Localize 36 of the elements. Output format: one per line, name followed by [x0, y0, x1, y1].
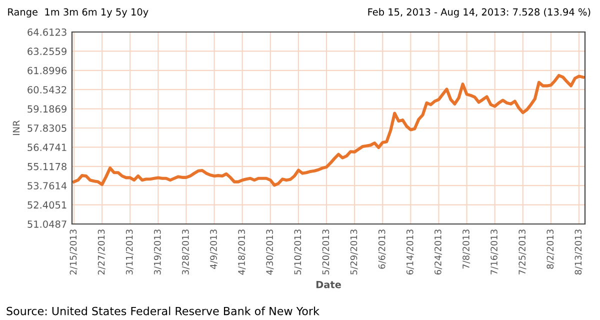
y-tick-label: 52.4051	[28, 201, 66, 209]
y-tick-label: 61.8996	[28, 66, 67, 74]
x-tick-label: 7/25/2013	[518, 230, 526, 274]
y-tick-label: 63.2559	[28, 48, 66, 56]
y-tick-label: 57.8305	[28, 124, 66, 132]
x-tick-label: 4/18/2013	[238, 230, 246, 275]
x-tick-label: 5/20/2013	[322, 230, 330, 274]
y-axis-title: INR	[12, 120, 20, 135]
y-tick-label: 59.1869	[28, 105, 66, 113]
x-tick-label: 8/13/2013	[574, 230, 582, 275]
y-tick-label: 53.7614	[28, 182, 67, 190]
x-tick-label: 5/29/2013	[350, 230, 358, 274]
x-tick-label: 7/16/2013	[490, 230, 498, 274]
y-tick-label: 55.1178	[28, 162, 66, 170]
x-tick-label: 7/8/2013	[462, 230, 470, 269]
x-tick-label: 6/14/2013	[406, 230, 414, 275]
x-tick-label: 6/24/2013	[434, 230, 442, 275]
y-tick-label: 60.5432	[28, 86, 66, 94]
source-note: Source: United States Federal Reserve Bank of New York	[6, 306, 320, 316]
x-tick-label: 5/10/2013	[294, 230, 302, 274]
y-tick-label: 56.4741	[28, 144, 66, 152]
x-tick-label: 4/30/2013	[266, 230, 274, 275]
x-tick-label: 4/9/2013	[210, 230, 218, 269]
x-tick-label: 2/27/2013	[98, 230, 106, 274]
x-tick-label: 8/2/2013	[546, 230, 554, 269]
text: Feb 15, 2013 - Aug 14, 2013: 7.528 (13.94 %)	[368, 8, 590, 18]
y-tick-label: 51.0487	[28, 220, 66, 228]
x-tick-label: 3/28/2013	[182, 230, 190, 274]
x-axis-title: Date	[316, 281, 341, 288]
x-tick-label: 2/15/2013	[70, 230, 78, 274]
line-series	[72, 74, 585, 187]
y-tick-label: 64.6123	[28, 28, 66, 36]
text: Range 1m 3m 6m 1y 5y 10y	[8, 8, 148, 18]
x-tick-label: 3/11/2013	[126, 230, 134, 274]
x-tick-label: 3/19/2013	[154, 230, 162, 274]
x-tick-label: 6/6/2013	[378, 230, 386, 269]
